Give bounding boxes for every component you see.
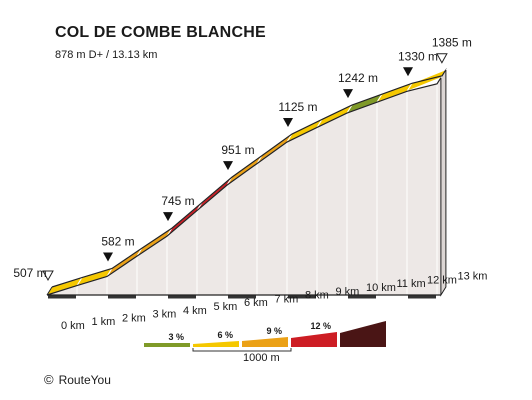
x-tick-label: 11 km <box>397 278 426 290</box>
legend-label: 12 % <box>310 321 331 331</box>
x-tick-label: 12 km <box>427 274 457 286</box>
legend-label: 3 % <box>168 332 184 342</box>
legend-swatch <box>340 321 386 347</box>
filled-marker-icon <box>283 118 293 128</box>
x-tick-label: 2 km <box>122 312 146 324</box>
legend-swatch <box>242 337 288 347</box>
filled-marker-icon <box>343 89 353 99</box>
x-tick-label: 7 km <box>275 293 299 305</box>
legend-swatch <box>291 332 337 347</box>
x-tick-label: 10 km <box>366 282 396 294</box>
x-tick-label: 0 km <box>61 320 85 332</box>
elevation-label: 1330 m <box>398 49 438 63</box>
x-tick-label: 8 km <box>305 290 329 302</box>
filled-marker-icon <box>403 67 413 77</box>
profile-end-cap <box>440 67 447 297</box>
x-tick-label: 4 km <box>183 305 207 317</box>
gradient-legend: 3 % 6 % 9 % 12 % <box>144 321 386 352</box>
profile-top-ribbon <box>45 68 448 296</box>
elevation-label: 582 m <box>101 234 134 248</box>
distance-axis: 0 km 1 km 2 km 3 km 4 km 5 km 6 km 7 km 8 km 9 km… <box>61 271 487 332</box>
outline-marker-icon <box>436 53 448 64</box>
elevation-label: 951 m <box>221 143 254 157</box>
elevation-label: 1242 m <box>338 71 378 85</box>
x-tick-label: 13 km <box>458 271 488 283</box>
profile-base <box>47 294 441 299</box>
x-tick-label: 6 km <box>244 297 268 309</box>
filled-marker-icon <box>103 252 113 262</box>
legend-swatch <box>144 343 190 347</box>
copyright-icon: © <box>44 372 54 387</box>
x-tick-label: 1 km <box>92 316 116 328</box>
ribbon-back-edge <box>51 69 447 288</box>
profile-wall-fill <box>47 77 441 295</box>
elevation-label: 507 m <box>13 266 46 280</box>
x-tick-label: 3 km <box>153 309 177 321</box>
elevation-label: 1385 m <box>432 36 472 50</box>
elevation-label: 1125 m <box>278 100 317 114</box>
copyright: © RouteYou <box>44 372 111 387</box>
profile-side-wall <box>47 67 447 297</box>
chart-title: COL DE COMBE BLANCHE <box>55 24 266 41</box>
legend-label: 6 % <box>217 330 233 340</box>
copyright-text: RouteYou <box>58 373 111 387</box>
filled-marker-icon <box>163 212 173 222</box>
outline-marker-icon <box>42 270 54 282</box>
profile-start-cap <box>46 286 53 296</box>
x-tick-label: 5 km <box>214 301 238 313</box>
chart-subtitle: 878 m D+ / 13.13 km <box>55 49 158 61</box>
x-tick-label: 9 km <box>336 286 360 298</box>
filled-marker-icon <box>223 161 233 171</box>
legend-scale-label: 1000 m <box>243 352 280 364</box>
ribbon-front-edge <box>46 77 442 296</box>
elevation-label: 745 m <box>161 194 194 208</box>
legend-label: 9 % <box>266 326 282 336</box>
legend-scale-bracket <box>192 348 292 352</box>
elevation-markers: 507 m 582 m 745 m 951 m 1125 m 1242 m 1330 m13… <box>13 36 472 282</box>
legend-swatch <box>193 341 239 347</box>
